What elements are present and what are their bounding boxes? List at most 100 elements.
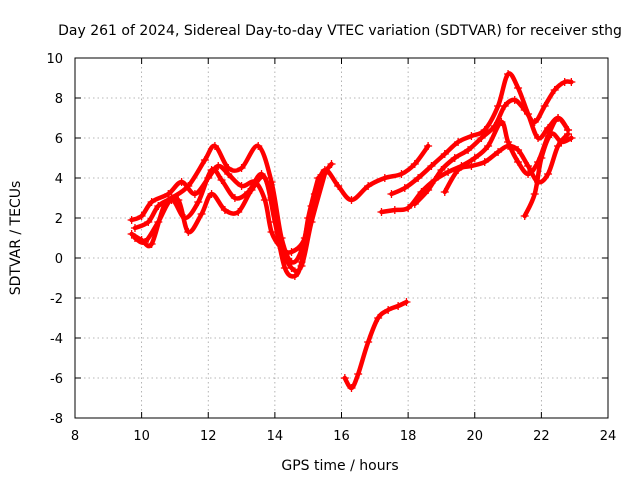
data-point [520,106,529,114]
data-point [554,142,563,150]
data-point [314,174,323,182]
y-tick-label: 4 [55,172,63,187]
data-point [410,200,419,208]
data-point [384,306,393,314]
data-point [207,166,216,174]
data-point [510,96,519,104]
x-tick-label: 16 [333,429,350,444]
data-point [567,78,576,86]
data-point [364,182,373,190]
data-point [234,208,243,216]
x-tick-label: 8 [71,429,79,444]
data-point [177,178,186,186]
data-point [220,206,229,214]
data-point [380,174,389,182]
data-point [400,184,409,192]
data-point [214,162,223,170]
data-point [404,204,413,212]
data-point [247,186,256,194]
data-point [237,164,246,172]
data-point [440,188,449,196]
data-point [534,134,543,142]
y-tick-label: 8 [55,92,63,107]
data-point [290,272,299,280]
data-point [530,190,539,198]
data-point [190,190,199,198]
x-tick-label: 10 [133,429,150,444]
series-9 [520,130,576,220]
data-point [287,248,296,256]
data-point [340,374,349,382]
data-point [260,174,269,182]
data-point [544,124,553,132]
x-tick-label: 24 [600,429,617,444]
data-point [217,176,226,184]
data-point [444,168,453,176]
data-point [414,174,423,182]
data-point [210,142,219,150]
data-point [500,102,509,110]
data-point [550,86,559,94]
x-tick-label: 14 [267,429,284,444]
data-point [137,212,146,220]
data-point [530,118,539,126]
data-point [397,170,406,178]
data-point [354,370,363,378]
y-tick-label: 6 [55,132,63,147]
grid-lines [75,58,608,418]
y-tick-label: -6 [50,372,63,387]
data-point [364,338,373,346]
data-point [467,162,476,170]
data-point [164,190,173,198]
data-point [304,214,313,222]
data-point [374,314,383,322]
data-point [327,160,336,168]
data-point [484,142,493,150]
series-line [389,71,571,197]
chart-title: Day 261 of 2024, Sidereal Day-to-day VTE… [58,23,622,39]
data-point [154,202,163,210]
x-tick-label: 20 [466,429,483,444]
series-4 [127,174,323,280]
data-point [224,164,233,172]
data-point [270,218,279,226]
data-point [514,146,523,154]
y-axis-label: SDTVAR / TECUs [8,181,24,296]
x-axis-label: GPS time / hours [281,458,398,474]
data-point [467,132,476,140]
data-point [147,240,156,248]
y-tick-label: 10 [46,52,63,67]
data-series [127,70,576,392]
data-point [554,114,563,122]
data-point [347,196,356,204]
data-point [174,196,183,204]
series-8 [440,130,573,196]
data-point [540,102,549,110]
data-point [387,190,396,198]
data-point [297,258,306,266]
data-point [544,170,553,178]
data-point [280,264,289,272]
data-point [197,210,206,218]
x-tick-label: 12 [200,429,217,444]
data-point [194,198,203,206]
data-point [454,166,463,174]
data-point [147,198,156,206]
data-point [504,142,513,150]
data-point [514,84,523,92]
x-tick-label: 22 [533,429,550,444]
data-point [494,148,503,156]
data-point [160,200,169,208]
data-point [520,212,529,220]
data-point [464,146,473,154]
data-point [127,230,136,238]
data-point [260,196,269,204]
y-tick-label: -8 [50,412,63,427]
data-point [130,224,139,232]
y-tick-label: -4 [50,332,63,347]
data-point [254,142,263,150]
data-point [557,138,566,146]
data-point [470,154,479,162]
data-point [137,236,146,244]
